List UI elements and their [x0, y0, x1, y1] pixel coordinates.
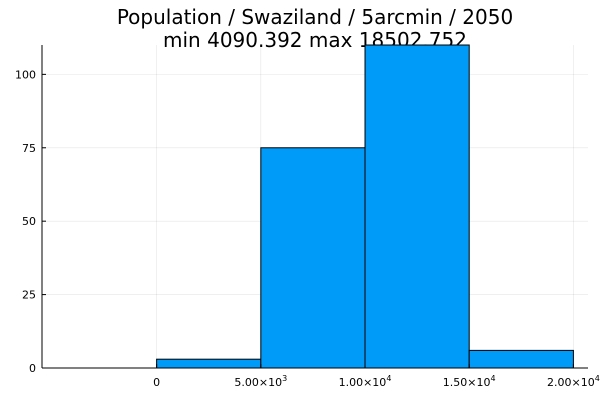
- histogram-bar-3: [468, 349, 574, 369]
- y-tick-label-2: 50: [22, 215, 36, 228]
- y-tick-label-3: 75: [22, 142, 36, 155]
- histogram-bar-0: [156, 358, 262, 369]
- chart-title-line-1: Population / Swaziland / 5arcmin / 2050: [117, 5, 513, 29]
- x-tick-label-0: 0: [153, 376, 160, 389]
- x-tick-label-2: 1.00×104: [339, 374, 392, 389]
- x-tick-label-1: 5.00×103: [234, 374, 287, 389]
- histogram-bar-1: [260, 147, 366, 369]
- y-tick-label-1: 25: [22, 289, 36, 302]
- histogram-bar-2: [364, 44, 470, 369]
- ticks-layer: 0 25 50 75 100 0 5.00×103 1.00×104 1.50×104 2.00×…: [15, 68, 600, 389]
- y-tick-label-0: 0: [29, 362, 36, 375]
- y-tick-label-4: 100: [15, 68, 36, 81]
- axes-layer: [41, 45, 588, 369]
- x-tick-label-3: 1.50×104: [443, 374, 496, 389]
- x-tick-label-4: 2.00×104: [547, 374, 600, 389]
- bars-layer: [156, 44, 574, 369]
